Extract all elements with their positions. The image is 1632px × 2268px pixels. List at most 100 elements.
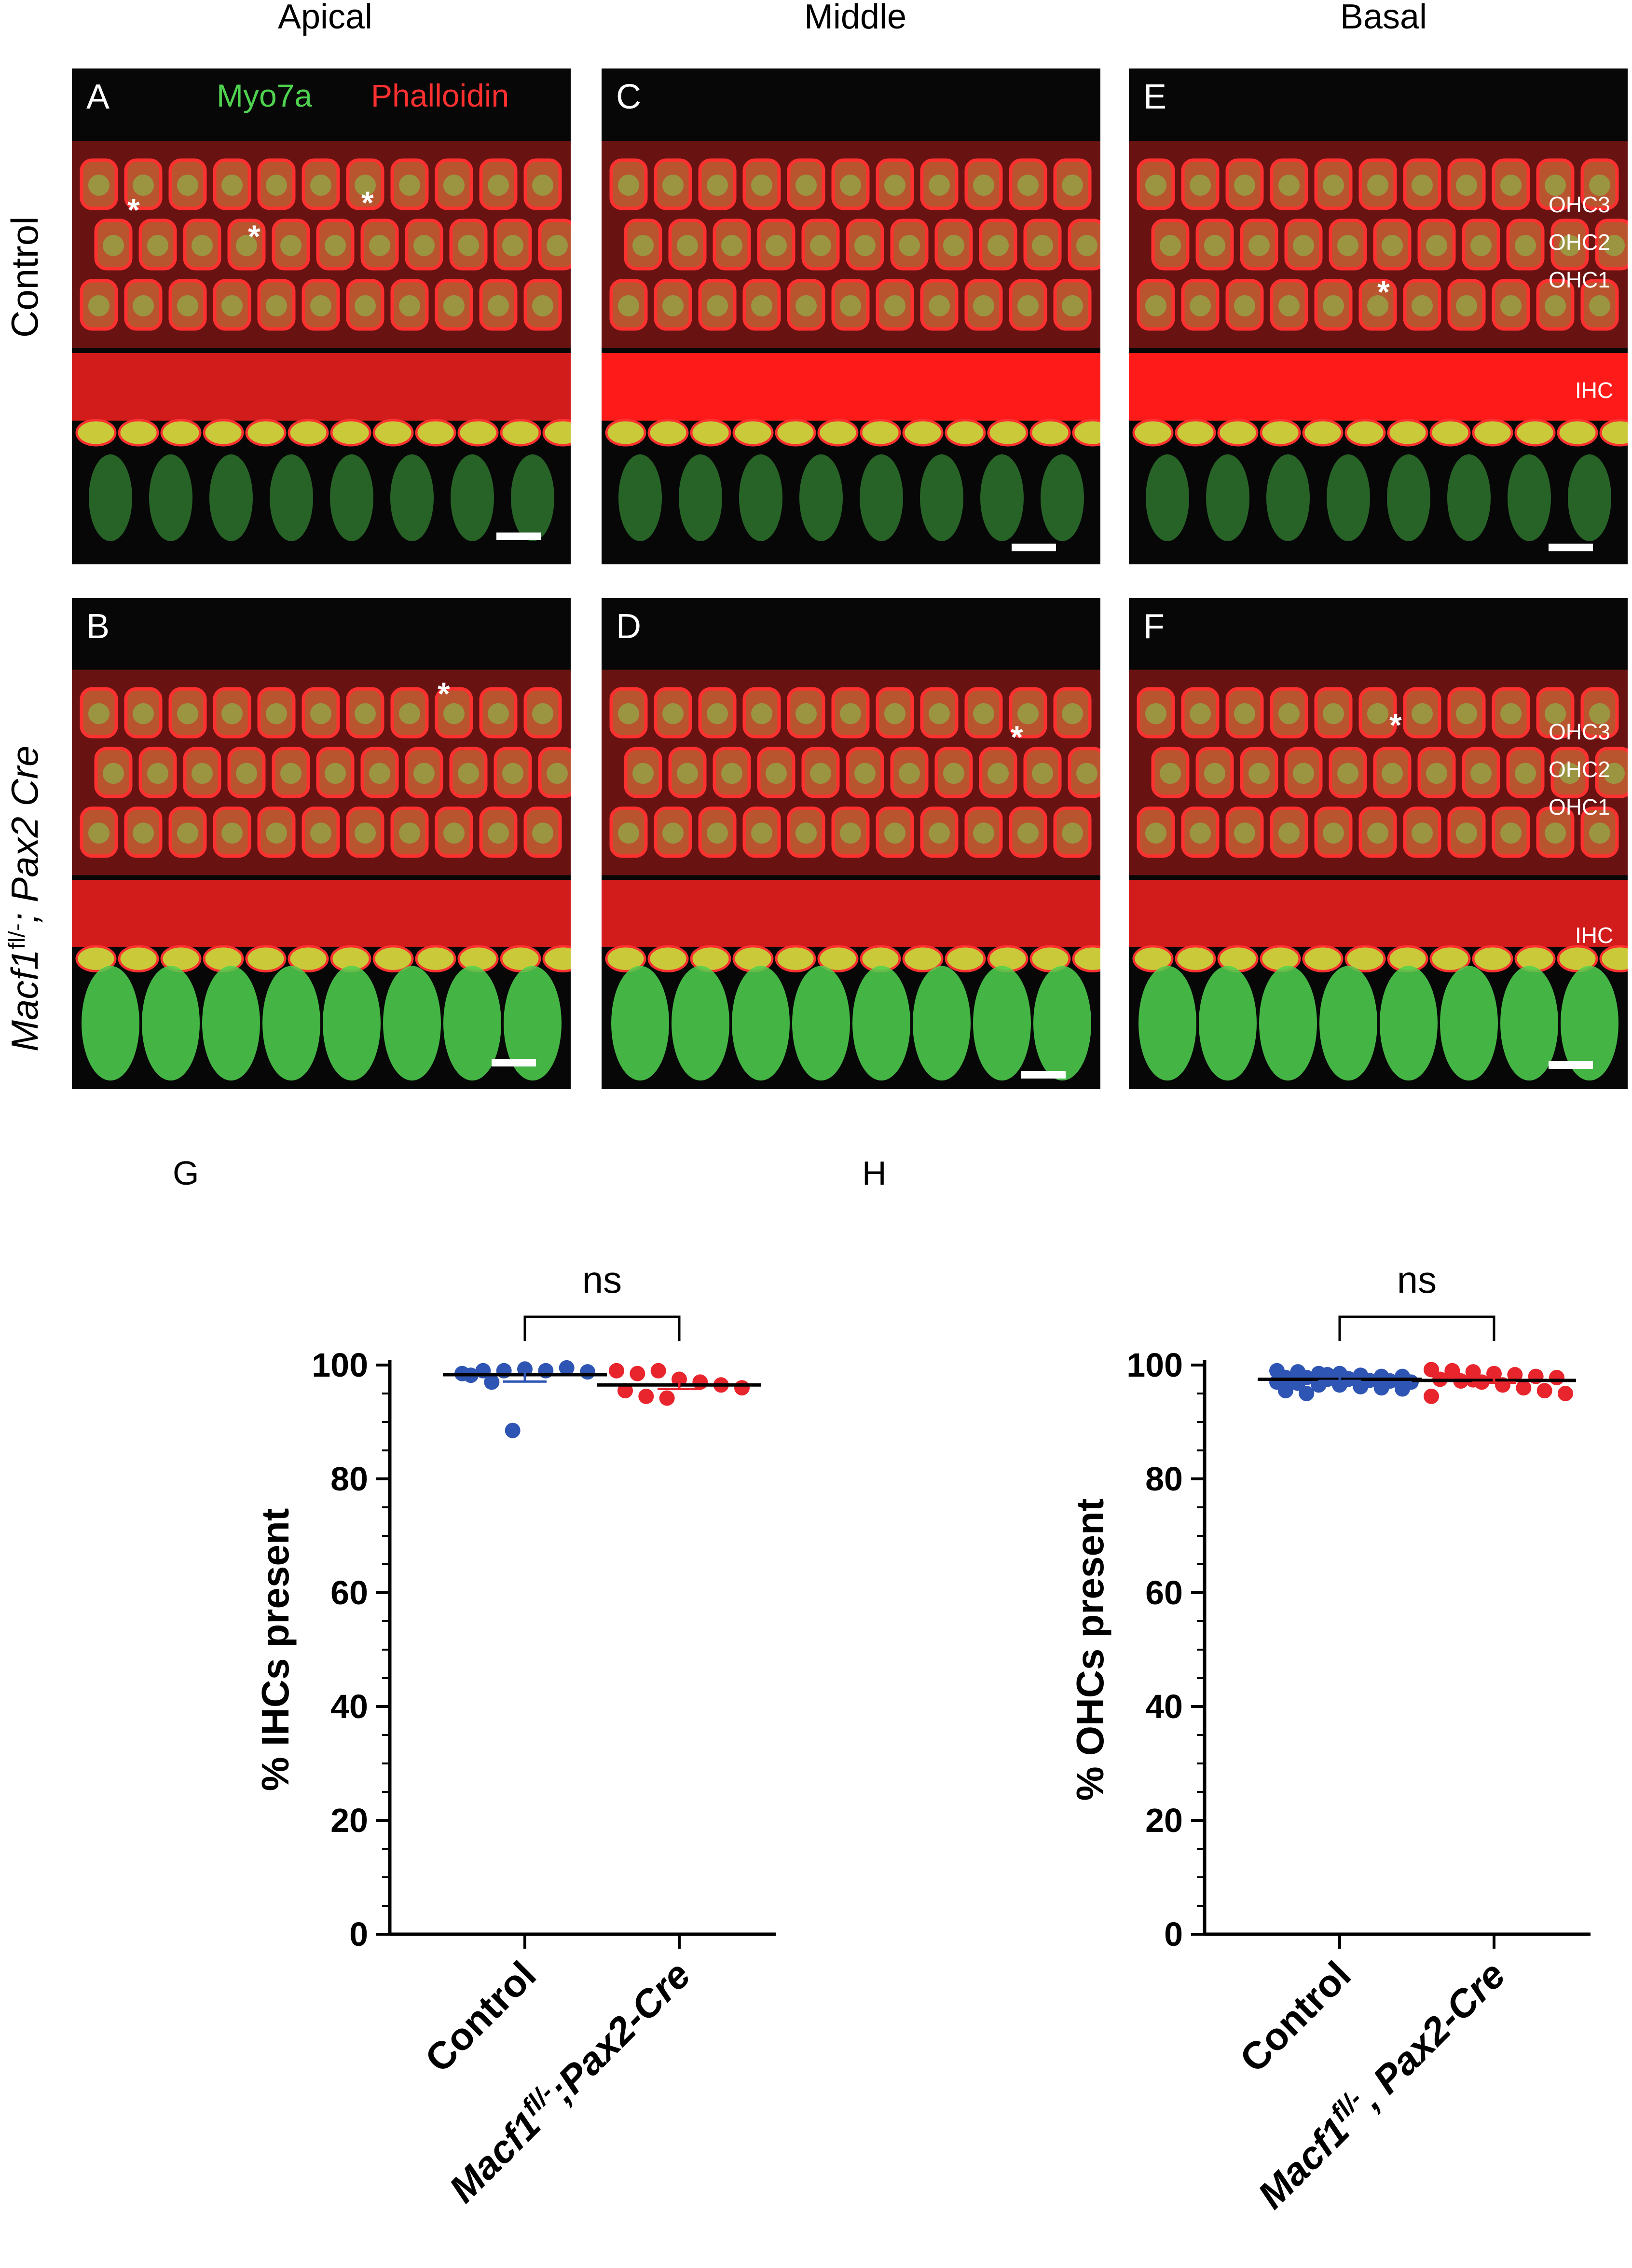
ohc-cell-stain [413,763,435,784]
ohc-cell-stain [884,295,905,316]
ihc-cell [1344,419,1386,447]
ohc-cell-stain [1323,175,1344,196]
ohc-cell-stain [1412,175,1433,196]
scale-bar [1021,1071,1066,1079]
ihc-cell [288,945,329,972]
ohc-cell-stain [1559,763,1580,784]
ohc-cell-stain [221,822,243,844]
data-point [659,1390,675,1406]
ohc-cell-stain [1062,703,1083,724]
ohc-cell-stain [103,763,124,784]
row-tag-ohc3: OHC3 [1549,719,1610,744]
data-point [638,1388,654,1404]
ohc-cell-stain [1234,703,1255,724]
cell-body [1327,454,1370,541]
x-tick-label: Control [1232,1953,1359,2080]
ohc-cell-stain [1160,235,1181,256]
ohc-cell-stain [236,763,257,784]
ohc-cell-stain [443,822,465,844]
ihc-cell [605,945,646,972]
ohc-cell-stain [1545,175,1566,196]
scale-bar [1012,544,1056,551]
ohc-cell-stain [1032,763,1053,784]
chart-ohcs: 0 20 40 60 80 100 % OHCs present ns ControlMacf1… [1069,1258,1591,2217]
ohc-cell-stain [547,235,568,256]
ohc-cell-stain [221,295,243,316]
panel-letter-h: H [862,1154,887,1192]
ohc-cell-stain [488,295,509,316]
row-label-control: Control [3,216,46,338]
ohc-cell-stain [266,175,287,196]
ohc-cell-stain [1234,175,1255,196]
ohc-cell-stain [1190,295,1211,316]
micrograph-panel-c: C [602,68,1100,564]
ohc-cell-stain [707,822,728,844]
ohc-cell-stain [810,763,831,784]
ohc-cell-stain [133,175,154,196]
ihc-cell [902,419,944,447]
ohc-cell-stain [662,295,684,316]
ihc-cell [1072,945,1100,972]
ihc-cell [647,419,689,447]
ohc-cell-stain [280,763,302,784]
ohc-cell-stain [1337,235,1358,256]
data-point [1424,1388,1439,1404]
ohc-cell-stain [1293,763,1314,784]
cell-body [1041,454,1084,541]
ihc-cell [542,419,571,447]
ohc-cell-stain [310,295,331,316]
micrograph-e [1129,68,1628,564]
series-control [443,1360,607,1438]
ohc-cell-stain [177,175,198,196]
ohc-cell-stain [1545,295,1566,316]
data-point [617,1383,633,1399]
cell-body [262,966,320,1081]
y-tick-label: 100 [312,1346,368,1384]
row-label-cre: ; Pax2 Cre [3,745,46,924]
ohc-cell-stain [1604,235,1625,256]
micrograph-panel-e: E OHC3 OHC2 OHC1 IHC * [1129,68,1628,564]
stain-label-myo7a: Myo7a [217,78,313,113]
cell-body [82,966,139,1081]
cell-body [679,454,722,541]
missing-cell-asterisk: * [438,676,450,711]
ihc-cell [1302,419,1344,447]
ihc-cell [500,419,541,447]
ohc-cell-stain [1076,235,1097,256]
ohc-cell-stain [1412,822,1433,844]
missing-cell-asterisk: * [248,219,261,254]
significance-label: ns [1397,1258,1437,1301]
data-point [580,1364,595,1380]
ohc-cell-stain [1234,822,1255,844]
ohc-cell-stain [721,235,742,256]
ihc-cell [945,945,986,972]
ohc-cell-stain [1190,175,1211,196]
ohc-cell-stain [266,703,287,724]
ohc-cell-stain [443,703,465,724]
ohc-cell-stain [751,295,772,316]
significance-bracket [523,1315,681,1341]
ohc-cell-stain [1145,175,1166,196]
ohc-cell-stain [532,703,553,724]
cell-body [860,454,903,541]
y-axis-label: % IHCs present [254,1508,297,1791]
ohc-cell-stain [618,175,639,196]
ohc-cell-stain [1190,822,1211,844]
ohc-cell-stain [399,703,420,724]
column-title-apical: Apical [277,0,373,36]
cell-body [511,454,554,541]
ohc-cell-stain [369,235,390,256]
ohc-cell-stain [1323,295,1344,316]
cell-body [792,966,850,1081]
ohc-cell-stain [1545,703,1566,724]
ohc-cell-stain [355,175,376,196]
ihc-cell [1072,419,1100,447]
cell-body [980,454,1024,541]
micrograph-panel-a: A Myo7a Phalloidin * * * [72,68,571,564]
row-tag-ihc: IHC [1575,923,1614,948]
ohc-cell-stain [973,295,994,316]
x-tick-label: Macf1fl/-, Pax2-Cre [1248,1951,1513,2217]
ohc-cell-stain [399,295,420,316]
panel-letter-d: D [616,607,641,646]
data-point [672,1371,687,1387]
